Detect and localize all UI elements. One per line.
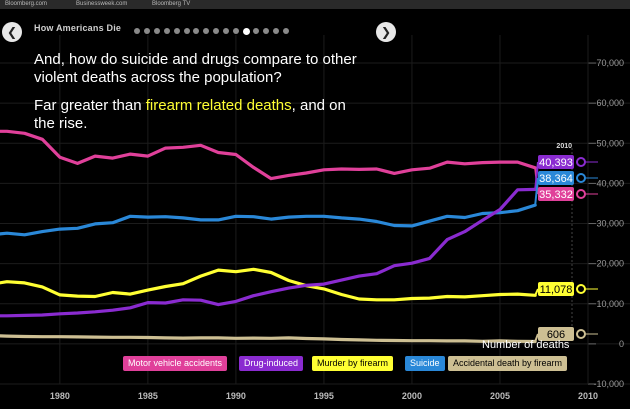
legend-drug-induced[interactable]: Drug-induced [239, 356, 304, 371]
y-tick-label: 0 [619, 339, 624, 349]
end-dot-accidental [576, 329, 586, 339]
end-connector-accidental [534, 333, 539, 342]
end-connector-suicide [534, 177, 539, 206]
link-bloomberg-tv[interactable]: Bloomberg TV [152, 1, 191, 7]
y-tick-label: 20,000 [596, 259, 624, 269]
slide-dot[interactable] [272, 28, 279, 34]
y-tick-label: 30,000 [596, 219, 624, 229]
series-line-motor [0, 129, 537, 181]
next-arrow-icon[interactable]: ❯ [376, 22, 396, 42]
slide-dot[interactable] [173, 28, 180, 34]
subhead-highlight: firearm related deaths [145, 97, 292, 114]
slide-dot[interactable] [193, 28, 200, 34]
end-value-accidental: 606 [547, 329, 565, 341]
legend-murder-firearm[interactable]: Murder by firearm [312, 356, 394, 371]
headline: And, how do suicide and drugs compare to… [34, 51, 357, 86]
subhead-prefix: Far greater than [34, 97, 146, 114]
end-connector-firearm [534, 288, 539, 296]
slide-dot[interactable] [143, 28, 150, 34]
slide-dot[interactable] [163, 28, 170, 34]
subhead-suffix: , and on the rise. [34, 97, 346, 132]
link-bloomberg[interactable]: Bloomberg.com [5, 1, 48, 7]
x-tick-label: 1990 [226, 391, 246, 401]
slide-dot[interactable] [242, 27, 250, 35]
end-value-drug: 40,393 [539, 157, 573, 169]
y-tick-label: 70,000 [596, 58, 624, 68]
nav-title: How Americans Die [34, 23, 122, 33]
legend-suicide[interactable]: Suicide [405, 356, 445, 371]
slide-dot[interactable] [223, 28, 230, 34]
end-tag-accidental [538, 327, 574, 341]
end-value-suicide: 38,364 [539, 173, 573, 185]
y-tick-label: -10,000 [593, 379, 624, 389]
end-tag-firearm [538, 282, 574, 296]
end-tag-suicide [538, 171, 574, 185]
y-tick-label: 10,000 [596, 299, 624, 309]
end-tag-drug [538, 155, 574, 169]
end-dot-drug [576, 157, 586, 167]
y-tick-label: 60,000 [596, 98, 624, 108]
series-line-accidental [0, 334, 537, 344]
subhead: Far greater than firearm related deaths,… [34, 97, 364, 133]
slide-dot[interactable] [134, 28, 140, 34]
slide-dot[interactable] [233, 28, 239, 34]
series-line-drug [0, 187, 537, 318]
x-tick-label: 2005 [490, 391, 510, 401]
top-links-bar: Bloomberg.com Businessweek.com Bloomberg… [0, 0, 630, 9]
slide-dot[interactable] [183, 28, 190, 34]
x-tick-label: 2010 [578, 391, 598, 401]
series-line-suicide [0, 203, 537, 237]
legend-accidental-firearm[interactable]: Accidental death by firearm [448, 356, 568, 371]
prev-arrow-icon[interactable]: ❮ [2, 22, 22, 42]
series-line-firearm [0, 267, 537, 302]
slide-dot[interactable] [282, 28, 289, 34]
y-tick-label: 40,000 [596, 178, 624, 188]
end-value-motor: 35,332 [539, 189, 573, 201]
end-dot-firearm [576, 284, 586, 294]
slide-dot[interactable] [252, 28, 259, 34]
x-tick-label: 1980 [50, 391, 70, 401]
y-axis-label: Number of deaths [482, 339, 570, 351]
end-connector-drug [534, 161, 539, 190]
end-tag-motor [538, 187, 574, 201]
slide-dot[interactable] [262, 28, 269, 34]
end-dot-suicide [576, 173, 586, 183]
end-year-label: 2010 [556, 143, 572, 150]
y-tick-label: 50,000 [596, 138, 624, 148]
x-tick-label: 2000 [402, 391, 422, 401]
slide-dot[interactable] [153, 28, 160, 34]
slideshow-nav: ❮ How Americans Die ❯ [0, 9, 630, 45]
end-value-firearm: 11,078 [540, 284, 573, 296]
slide-dot[interactable] [203, 28, 210, 34]
x-tick-label: 1985 [138, 391, 158, 401]
x-tick-label: 1995 [314, 391, 334, 401]
end-dot-motor [576, 189, 586, 199]
link-businessweek[interactable]: Businessweek.com [76, 1, 128, 7]
slide-dot[interactable] [213, 28, 220, 34]
legend-motor-vehicle[interactable]: Motor vehicle accidents [123, 356, 228, 371]
